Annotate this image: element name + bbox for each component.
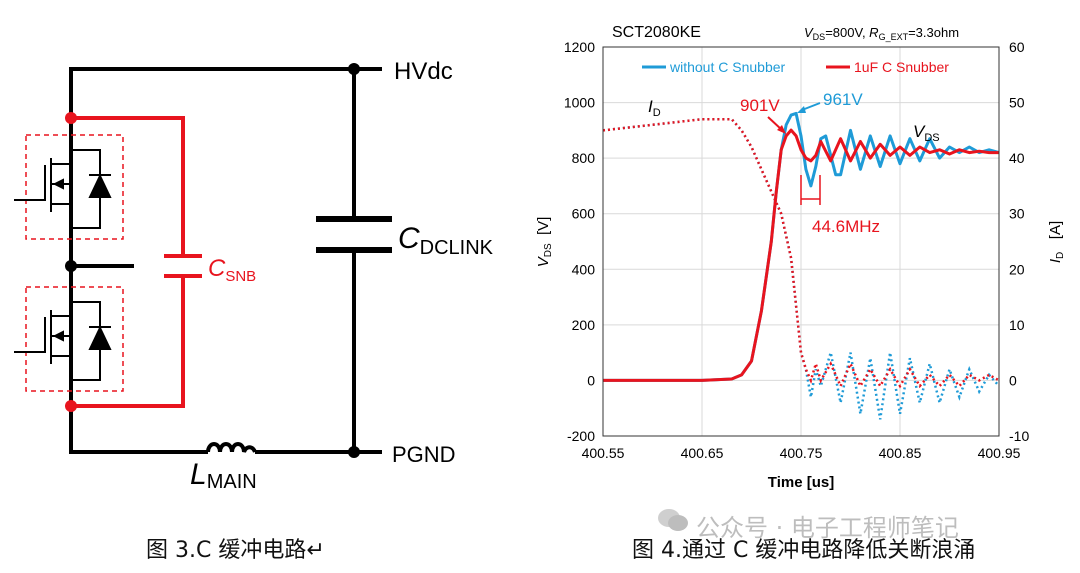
x-tick-3: 400.85	[879, 445, 922, 461]
chart-legend: without C Snubber 1uF C Snubber	[642, 59, 949, 75]
snubber-wiring	[71, 116, 185, 408]
capacitor-icon	[164, 254, 202, 278]
y-tick-right-4: 30	[1009, 206, 1025, 222]
junction-dot	[348, 446, 360, 458]
x-tick-4: 400.95	[978, 445, 1021, 461]
lower-switch-box	[25, 286, 124, 392]
circuit-svg: HVdc PGND CDCLINK CSNB LMAIN	[14, 58, 494, 493]
peak-blue-label: 961V	[823, 90, 863, 109]
cdclink-label: CDCLINK	[398, 222, 494, 259]
y-tick-left-5: 800	[572, 150, 596, 166]
diode-icon	[71, 149, 112, 229]
junction-dot	[348, 63, 360, 75]
y-tick-right-3: 20	[1009, 261, 1025, 277]
y-axis-label-right: ID [A]	[1047, 221, 1066, 263]
capacitor-icon	[316, 216, 392, 253]
main-wiring	[69, 67, 382, 454]
y-tick-right-2: 10	[1009, 317, 1025, 333]
wechat-icon	[658, 509, 688, 531]
x-tick-0: 400.55	[582, 445, 625, 461]
freq-marker	[800, 175, 821, 205]
hvdc-label: HVdc	[394, 58, 453, 85]
snubber-circuit-diagram: HVdc PGND CDCLINK CSNB LMAIN 图 3.C 缓冲电路↵	[0, 0, 520, 568]
figure-caption-right: 图 4.通过 C 缓冲电路降低关断浪涌	[632, 538, 976, 563]
pgnd-label: PGND	[392, 442, 456, 467]
y-axis-label-left: VDS [V]	[535, 217, 554, 268]
diode-icon	[71, 301, 112, 381]
junction-dot	[65, 260, 77, 272]
y-tick-right-1: 0	[1009, 372, 1017, 388]
figure-caption-left: 图 3.C 缓冲电路↵	[146, 538, 325, 563]
x-tick-1: 400.65	[681, 445, 724, 461]
chart-title: SCT2080KE	[612, 24, 701, 41]
y-tick-left-1: 0	[587, 372, 595, 388]
id-annotation: ID	[648, 97, 661, 119]
y-tick-left-0: -200	[567, 428, 595, 444]
y-tick-left-3: 400	[572, 261, 596, 277]
test-conditions: VDS=800V, RG_EXT=3.3ohm	[804, 25, 959, 42]
y-tick-left-4: 600	[572, 206, 596, 222]
freq-label: 44.6MHz	[812, 217, 880, 236]
junction-dot	[65, 112, 77, 124]
watermark-text: 公众号 · 电子工程师笔记	[696, 514, 959, 542]
x-axis-label: Time [us]	[768, 474, 834, 491]
series-vds-1	[603, 128, 999, 382]
x-tick-2: 400.75	[780, 445, 823, 461]
y-tick-right-7: 60	[1009, 39, 1025, 55]
y-tick-left-7: 1200	[564, 39, 595, 55]
mosfet-icon	[14, 310, 71, 364]
y-tick-right-5: 40	[1009, 150, 1025, 166]
peak-blue-arrow	[801, 102, 821, 111]
y-tick-right-6: 50	[1009, 95, 1025, 111]
y-tick-left-2: 200	[572, 317, 596, 333]
lmain-label: LMAIN	[190, 458, 257, 493]
mosfet-icon	[14, 150, 72, 228]
y-tick-left-6: 1000	[564, 95, 595, 111]
legend-entry-with: 1uF C Snubber	[854, 59, 949, 75]
y-tick-right-0: -10	[1009, 428, 1029, 444]
inductor-icon	[206, 442, 257, 453]
surge-chart-panel: -200 0 200 400 600 800 1000 1200 -10 0 10 20 30 40 50 6…	[520, 0, 1080, 568]
plot-frame	[602, 46, 1000, 437]
surge-chart: -200 0 200 400 600 800 1000 1200 -10 0 10 20 30 40 50 6…	[535, 24, 1066, 491]
peak-red-label: 901V	[740, 96, 780, 115]
csnb-label: CSNB	[208, 255, 256, 285]
upper-switch-box	[25, 134, 124, 240]
vds-annotation: VDS	[913, 122, 940, 144]
series-id-1	[602, 117, 1000, 390]
legend-entry-without: without C Snubber	[669, 59, 786, 75]
junction-dot	[65, 400, 77, 412]
